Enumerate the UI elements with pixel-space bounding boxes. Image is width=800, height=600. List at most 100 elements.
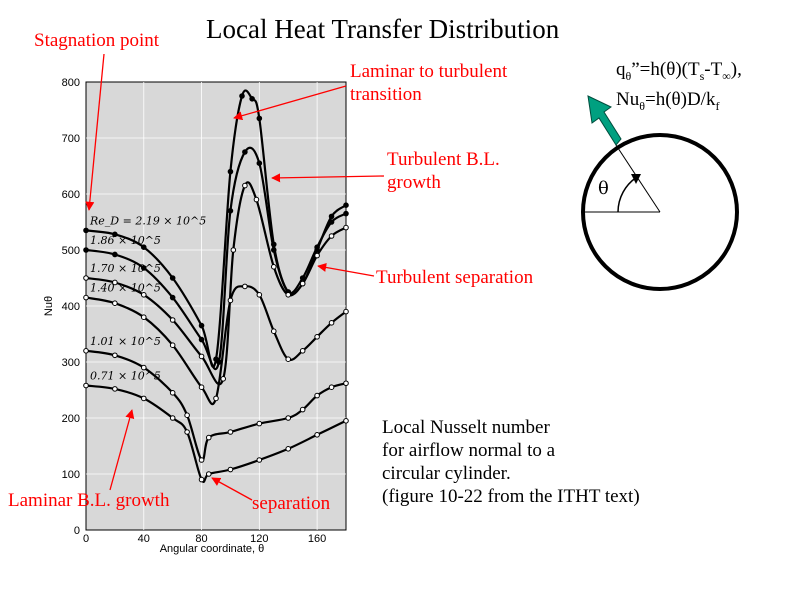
data-point <box>299 348 306 354</box>
data-point <box>205 434 212 441</box>
data-point <box>227 466 234 473</box>
data-point <box>343 380 349 387</box>
data-point <box>242 182 248 189</box>
data-point <box>140 364 147 371</box>
label-stagnation-point: Stagnation point <box>34 30 160 51</box>
y-tick-label: 400 <box>62 301 80 313</box>
data-point <box>184 412 190 419</box>
figure-caption: Local Nusselt number for airflow normal … <box>382 416 640 508</box>
equation-line-2: Nuθ=h(θ)D/kf <box>616 88 720 113</box>
data-point <box>205 471 212 477</box>
y-tick-label: 200 <box>62 413 80 425</box>
y-tick-label: 800 <box>62 77 80 89</box>
data-point <box>299 406 306 413</box>
series-label: 1.01 × 10^5 <box>90 335 161 348</box>
y-axis-label: Nuθ <box>43 296 55 316</box>
label-laminar-growth: Laminar B.L. growth <box>8 490 170 511</box>
arrow-laminar <box>109 409 135 491</box>
data-point <box>249 96 255 102</box>
data-point <box>140 244 147 250</box>
data-point <box>227 297 234 304</box>
data-point <box>242 283 248 290</box>
data-point <box>83 348 89 354</box>
data-point <box>314 244 320 250</box>
data-point <box>112 231 118 238</box>
arrow-separation <box>211 477 253 501</box>
data-point <box>256 457 263 463</box>
data-point <box>83 294 89 301</box>
data-point <box>256 160 263 166</box>
series-line <box>85 146 347 371</box>
data-point <box>112 279 118 286</box>
data-point <box>140 395 147 402</box>
data-point <box>314 392 320 399</box>
data-point <box>213 395 219 402</box>
label-separation: separation <box>252 493 331 514</box>
caption-line-3: circular cylinder. <box>382 463 511 484</box>
x-tick-label: 160 <box>308 533 326 545</box>
series-label: 0.71 × 10^5 <box>90 370 161 383</box>
y-tick-label: 600 <box>62 189 80 201</box>
data-point <box>328 213 335 220</box>
arrow-transition <box>233 85 347 121</box>
data-point <box>270 247 277 253</box>
data-point <box>169 390 176 396</box>
label-turbulent-growth-line2: growth <box>387 172 441 193</box>
data-point <box>328 233 335 239</box>
data-point <box>285 415 292 421</box>
data-point <box>343 308 349 315</box>
page-title: Local Heat Transfer Distribution <box>206 14 560 44</box>
label-turbulent-growth-line1: Turbulent B.L. <box>387 149 500 170</box>
x-tick-label: 80 <box>195 533 207 545</box>
series-line <box>85 181 347 386</box>
data-point <box>198 353 205 360</box>
data-point <box>83 247 89 253</box>
data-point <box>256 115 263 122</box>
data-point <box>83 382 89 389</box>
label-transition-line1: Laminar to turbulent <box>350 61 508 82</box>
label-turbulent-separation: Turbulent separation <box>376 267 534 288</box>
arrow-stagnation <box>85 53 105 211</box>
data-point <box>112 386 118 392</box>
data-point <box>343 418 349 424</box>
data-point <box>140 265 147 271</box>
y-tick-label: 700 <box>62 133 80 145</box>
data-point <box>314 334 320 340</box>
data-point <box>285 356 292 363</box>
data-point <box>227 429 234 435</box>
data-point <box>198 336 205 343</box>
data-point <box>314 432 320 438</box>
label-turbulent-growth: Turbulent B.L. growth <box>387 148 500 194</box>
data-point <box>112 300 118 307</box>
label-transition-line2: transition <box>350 84 422 105</box>
y-tick-label: 500 <box>62 245 80 257</box>
data-point <box>169 317 176 323</box>
x-axis-label: Angular coordinate, θ <box>160 543 265 555</box>
data-point <box>285 292 292 298</box>
data-point <box>169 294 176 301</box>
data-point <box>227 208 234 214</box>
data-point <box>184 429 190 435</box>
data-point <box>343 202 349 208</box>
data-point <box>198 384 205 391</box>
data-point <box>239 93 245 99</box>
data-point <box>256 292 263 298</box>
theta-label: θ <box>598 178 609 199</box>
data-point <box>242 149 248 155</box>
series-label: Re_D = 2.19 × 10^5 <box>89 214 206 227</box>
data-point <box>227 168 234 175</box>
data-point <box>299 280 306 287</box>
data-point <box>230 247 237 253</box>
data-point <box>83 227 89 234</box>
data-point <box>198 322 205 329</box>
data-point <box>343 224 349 231</box>
data-point <box>112 251 118 258</box>
data-point <box>198 457 205 463</box>
caption-line-4: (figure 10-22 from the ITHT text) <box>382 486 640 507</box>
x-tick-label: 0 <box>83 533 89 545</box>
caption-line-2: for airflow normal to a <box>382 440 556 461</box>
theta-arc-arrowhead <box>631 174 641 184</box>
data-point <box>270 328 277 335</box>
data-point <box>169 342 176 349</box>
